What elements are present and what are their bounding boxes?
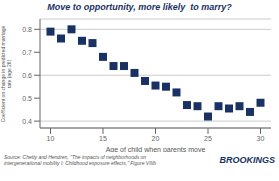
html-text:Coefficient on change in predi: Coefficient on change in predicted marri…: [0, 25, 6, 123]
svg-text:0.5: 0.5: [22, 95, 32, 102]
svg-text:20: 20: [152, 135, 160, 142]
svg-text:25: 25: [204, 135, 212, 142]
svg-text:0.6: 0.6: [22, 72, 32, 79]
svg-text:0.4: 0.4: [22, 118, 32, 125]
html-text:BROOKINGS: BROOKINGS: [219, 155, 275, 165]
svg-text:0.7: 0.7: [22, 49, 32, 56]
svg-text:15: 15: [99, 135, 107, 142]
svg-text:30: 30: [257, 135, 265, 142]
svg-text:10: 10: [47, 135, 55, 142]
html-text:Move to opportunity, more like: Move to opportunity, more likely to marr…: [47, 2, 232, 12]
svg-text:0.8: 0.8: [22, 26, 32, 33]
svg-text:Age of child when parents move: Age of child when parents move: [106, 146, 206, 152]
svg-text:Coefficient on change in predi: Coefficient on change in predicted marri…: [8, 25, 12, 122]
html-text:Source: Chetty and Hendren, "T: Source: Chetty and Hendren, "The impacts…: [4, 154, 157, 166]
